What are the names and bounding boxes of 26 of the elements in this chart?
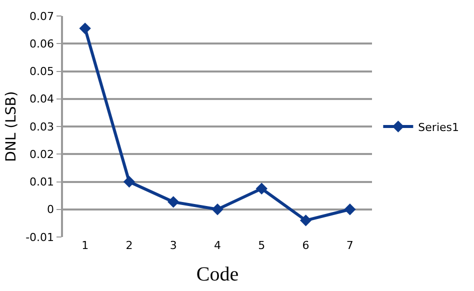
point (300, 214, 312, 226)
x-tick-label: 7 (346, 239, 354, 252)
point (212, 204, 224, 216)
y-tick-label: 0.01 (30, 176, 54, 189)
y-tick-label: 0.03 (30, 120, 54, 134)
x-tick-label: 5 (258, 239, 266, 252)
x-tick-label: 2 (126, 239, 133, 252)
x-tick-label: 4 (214, 239, 221, 252)
x-tick-label: 1 (82, 239, 89, 252)
point (123, 176, 136, 188)
point (344, 204, 356, 216)
x-tick-label: 3 (170, 239, 177, 252)
y-tick-label: 0.05 (30, 65, 54, 78)
x-axis-title: Code (196, 264, 239, 286)
y-tick-label: 0.07 (30, 10, 54, 23)
point (256, 182, 268, 195)
y-axis-title: DNL (LSB) (4, 91, 20, 162)
point (168, 196, 180, 208)
y-tick-label: 0.06 (30, 37, 54, 50)
x-tick-label: 6 (302, 239, 310, 252)
legend-label: Series1 (418, 120, 460, 134)
y-tick-label: 0 (47, 203, 54, 216)
y-tick-label: -0.01 (26, 230, 54, 244)
point (79, 22, 91, 34)
y-tick-label: 0.04 (30, 92, 54, 106)
y-tick-label: 0.02 (30, 148, 54, 161)
